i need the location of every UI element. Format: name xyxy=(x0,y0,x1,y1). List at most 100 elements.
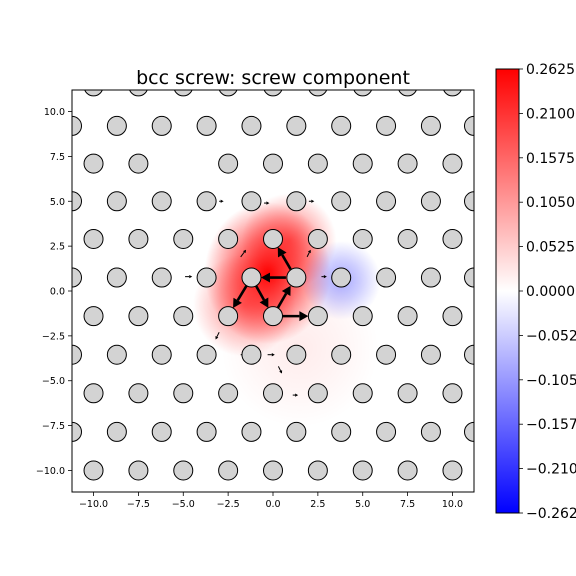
atom xyxy=(331,115,352,136)
colorbar-tick-label: −0.0525 xyxy=(526,328,576,344)
atom xyxy=(331,344,352,365)
atom xyxy=(331,421,352,442)
atom xyxy=(307,153,328,174)
colorbar-gradient xyxy=(495,68,520,514)
atom xyxy=(218,153,239,174)
atom xyxy=(83,228,104,249)
atom xyxy=(376,421,397,442)
atom xyxy=(196,267,217,288)
atom xyxy=(241,191,262,212)
colorbar: 0.2625 0.2100 0.1575 0.1050 0.0525 0.0000 −0.0… xyxy=(495,62,576,522)
displacement-arrow-head xyxy=(281,285,291,297)
atom xyxy=(286,191,307,212)
displacement-arrow xyxy=(276,285,291,309)
colorbar-tick-label: −0.2625 xyxy=(526,506,576,522)
atom xyxy=(196,191,217,212)
x-tick-label: 5.0 xyxy=(355,499,370,510)
atom xyxy=(241,115,262,136)
colorbar-tick-label: −0.1050 xyxy=(526,373,576,389)
small-arrow xyxy=(215,332,220,340)
atom xyxy=(72,267,82,288)
displacement-arrow-head xyxy=(299,311,309,322)
atom xyxy=(420,191,441,212)
displacement-arrow xyxy=(233,284,248,308)
displacement-arrow xyxy=(277,247,292,270)
atom xyxy=(83,460,104,481)
colorbar-tick-label: 0.1575 xyxy=(526,151,575,167)
atom xyxy=(173,306,194,327)
atom xyxy=(286,344,307,365)
atom xyxy=(307,460,328,481)
displacement-arrow-shaft xyxy=(254,285,266,301)
atom xyxy=(151,115,172,136)
x-tick-label: −5.0 xyxy=(172,499,195,510)
small-arrow-shaft xyxy=(240,251,245,258)
atom xyxy=(128,153,149,174)
small-arrow-shaft xyxy=(306,252,310,258)
atom xyxy=(151,344,172,365)
atom xyxy=(263,383,283,404)
small-arrow-head xyxy=(242,249,247,254)
displacement-arrow-shaft xyxy=(236,284,248,301)
displacement-arrow-head xyxy=(233,297,242,308)
atom xyxy=(442,153,463,174)
colorbar-ticks: 0.2625 0.2100 0.1575 0.1050 0.0525 0.0000 −0.0… xyxy=(519,62,576,522)
x-tick-label: −7.5 xyxy=(127,499,150,510)
atom xyxy=(128,383,149,404)
atom xyxy=(464,267,474,288)
colorbar-tick-label: −0.2100 xyxy=(526,462,576,478)
atom xyxy=(352,306,373,327)
atom xyxy=(397,306,418,327)
small-arrow-shaft xyxy=(277,366,282,372)
atom xyxy=(464,344,474,365)
atom xyxy=(218,228,239,249)
atom xyxy=(83,383,104,404)
atom xyxy=(218,90,238,97)
atom xyxy=(420,115,441,136)
atom xyxy=(397,153,418,174)
small-arrow-head xyxy=(271,353,275,357)
atom xyxy=(464,191,474,212)
atom xyxy=(151,267,172,288)
atom xyxy=(376,115,397,136)
y-tick-label: 0.0 xyxy=(50,287,65,298)
atom xyxy=(128,460,149,481)
y-axis: 10.0 7.5 5.0 2.5 0.0 −2.5 −5.0 −7.5 −10.0 xyxy=(36,107,72,477)
atoms xyxy=(72,90,474,481)
small-arrow-head xyxy=(307,249,311,254)
chart-title: bcc screw: screw component xyxy=(136,67,410,89)
atom xyxy=(173,90,193,97)
y-tick-label: −7.5 xyxy=(42,421,65,432)
atom xyxy=(376,344,397,365)
x-tick-label: 7.5 xyxy=(400,499,415,510)
atom xyxy=(218,460,239,481)
x-tick-label: 10.0 xyxy=(442,499,463,510)
atom xyxy=(72,115,82,136)
x-tick-label: 2.5 xyxy=(310,499,325,510)
atom xyxy=(241,421,262,442)
atom xyxy=(241,344,262,365)
atom xyxy=(308,90,328,97)
atom xyxy=(353,90,373,97)
atom xyxy=(106,421,127,442)
atom xyxy=(352,383,373,404)
atom xyxy=(83,306,104,327)
atom xyxy=(151,191,172,212)
atom xyxy=(263,153,283,174)
displacement-arrow-head xyxy=(277,247,287,258)
y-tick-label: −2.5 xyxy=(42,331,65,342)
y-tick-label: 10.0 xyxy=(44,107,65,118)
small-arrow xyxy=(219,199,224,203)
small-arrow xyxy=(308,199,315,203)
small-arrow-head xyxy=(279,370,283,374)
x-tick-label: −10.0 xyxy=(79,499,108,510)
atom xyxy=(464,115,474,136)
atom xyxy=(352,460,373,481)
atom xyxy=(397,460,418,481)
atom xyxy=(106,191,127,212)
atom xyxy=(286,421,307,442)
atom xyxy=(307,228,328,249)
atom xyxy=(263,306,283,327)
atom xyxy=(106,267,127,288)
